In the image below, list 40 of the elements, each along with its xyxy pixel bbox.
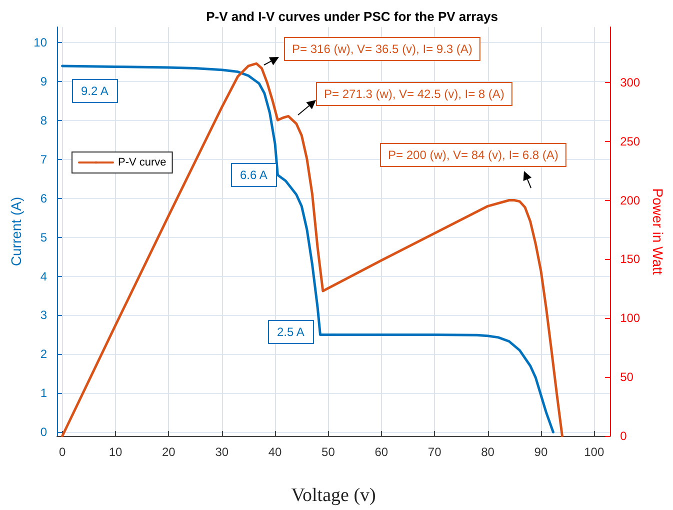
x-tick-label: 80 [481,445,495,459]
y-tick-label: 2 [40,347,48,362]
x-tick-label: 50 [322,445,336,459]
y-tick-label: 5 [40,230,48,244]
x-tick-label: 40 [268,445,282,459]
annotation: P= 200 (w), V= 84 (v), I= 6.8 (A) [388,148,558,162]
y2-tick-label: 100 [620,311,640,326]
x-tick-label: 20 [162,445,176,459]
y-tick-label: 10 [34,36,48,50]
y2-tick-label: 200 [620,193,640,208]
x-axis-title: Voltage (v) [291,485,376,506]
y-tick-label: 1 [40,386,48,400]
y2-tick-label: 50 [620,370,634,384]
y-tick-label: 7 [40,152,48,166]
y-tick-label: 4 [40,269,48,284]
x-tick-label: 70 [428,445,442,459]
annotation: P= 316 (w), V= 36.5 (v), I= 9.3 (A) [292,42,472,56]
y-axis-title: Current (A) [8,196,24,266]
y-tick-label: 0 [40,425,48,440]
x-tick-label: 10 [108,445,122,459]
annotation: 2.5 A [277,325,304,339]
annotation: 6.6 A [240,168,268,182]
y2-tick-label: 300 [620,75,640,90]
x-tick-label: 30 [215,445,229,459]
y2-tick-label: 0 [620,429,628,443]
y2-tick-label: 150 [620,252,640,266]
x-tick-label: 60 [374,445,388,459]
legend-label: P-V curve [118,156,166,168]
y-tick-label: 6 [40,191,48,206]
y2-axis-title: Power in Watt [650,188,666,275]
y-tick-label: 9 [40,74,48,89]
annotation: 9.2 A [81,84,108,98]
x-tick-label: 0 [58,445,66,459]
x-tick-label: 100 [584,445,604,459]
x-tick-label: 90 [534,445,548,459]
y2-tick-label: 250 [620,134,640,148]
chart-title: P-V and I-V curves under PSC for the PV arrays [206,9,498,24]
y-tick-label: 3 [40,308,48,322]
annotation: P= 271.3 (w), V= 42.5 (v), I= 8 (A) [324,87,504,101]
y-tick-label: 8 [40,113,48,128]
